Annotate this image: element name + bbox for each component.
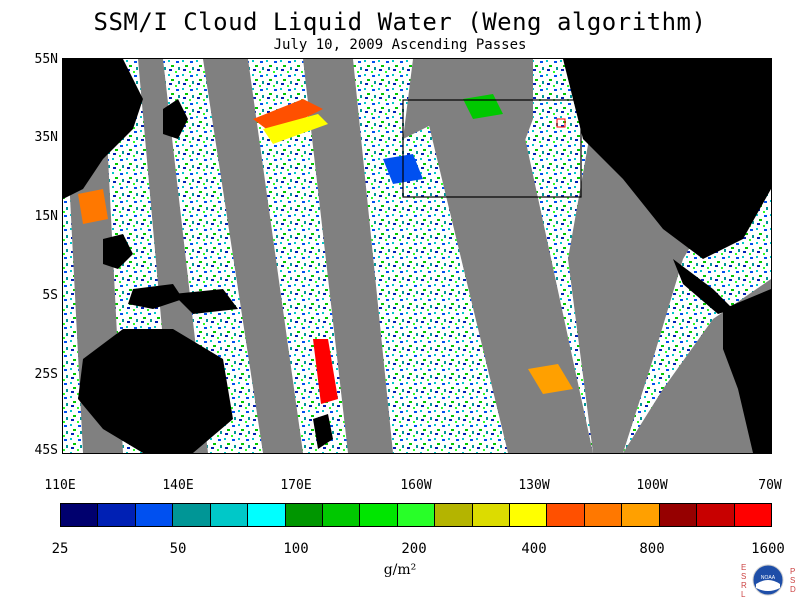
- colorbar-swatch-5: [248, 504, 286, 526]
- lat-label-45s: 45S: [34, 443, 58, 458]
- map-title: SSM/I Cloud Liquid Water (Weng algorithm…: [93, 8, 707, 36]
- lat-label-35n: 35N: [34, 130, 58, 145]
- lon-label-100w: 100W: [636, 478, 668, 493]
- svg-text:L: L: [741, 590, 746, 599]
- colorbar-tick-50: 50: [169, 541, 187, 557]
- colorbar-swatch-1: [98, 504, 136, 526]
- lon-label-130w: 130W: [518, 478, 550, 493]
- colorbar: [60, 503, 772, 527]
- svg-text:S: S: [790, 576, 795, 585]
- colorbar-tick-1600: 1600: [751, 541, 785, 557]
- map-subtitle: July 10, 2009 Ascending Passes: [273, 37, 527, 53]
- colorbar-swatch-2: [135, 504, 174, 526]
- colorbar-swatch-6: [285, 504, 323, 526]
- colorbar-tick-400: 400: [521, 541, 547, 557]
- land-masses: [63, 59, 771, 453]
- colorbar-swatch-16: [659, 504, 698, 526]
- colorbar-swatch-9: [397, 504, 436, 526]
- svg-text:P: P: [790, 567, 795, 576]
- colorbar-swatch-3: [173, 504, 211, 526]
- colorbar-swatch-15: [622, 504, 660, 526]
- units-label: g/m²: [383, 562, 417, 578]
- region-box: [402, 99, 582, 198]
- lon-label-70w: 70W: [758, 478, 782, 493]
- colorbar-swatch-8: [360, 504, 398, 526]
- svg-text:R: R: [741, 581, 747, 590]
- svg-text:D: D: [790, 585, 796, 594]
- colorbar-tick-100: 100: [283, 541, 309, 557]
- lat-label-25s: 25S: [34, 367, 58, 382]
- lon-label-110e: 110E: [44, 478, 76, 493]
- svg-text:E: E: [741, 563, 746, 572]
- colorbar-swatch-4: [210, 504, 249, 526]
- lon-label-170e: 170E: [280, 478, 312, 493]
- noaa-esrl-logo: E S R L NOAA P S D: [738, 558, 798, 600]
- map-panel: [62, 58, 772, 454]
- lon-label-140e: 140E: [162, 478, 194, 493]
- colorbar-swatch-14: [584, 504, 623, 526]
- colorbar-swatch-13: [547, 504, 585, 526]
- lon-label-160w: 160W: [400, 478, 432, 493]
- colorbar-swatch-0: [61, 504, 99, 526]
- colorbar-tick-25: 25: [51, 541, 69, 557]
- colorbar-swatch-12: [510, 504, 548, 526]
- map-canvas: [63, 59, 771, 453]
- svg-text:S: S: [741, 572, 746, 581]
- colorbar-swatch-7: [322, 504, 361, 526]
- colorbar-swatch-11: [472, 504, 511, 526]
- colorbar-swatch-18: [734, 504, 772, 526]
- colorbar-swatch-17: [697, 504, 735, 526]
- logo-center-text: NOAA: [761, 575, 776, 581]
- colorbar-swatch-10: [435, 504, 473, 526]
- lat-label-55n: 55N: [34, 52, 58, 67]
- site-marker: [556, 118, 566, 128]
- lat-label-5s: 5S: [42, 288, 58, 303]
- colorbar-tick-800: 800: [639, 541, 665, 557]
- heavy-cloud-bands: [78, 94, 573, 404]
- colorbar-tick-200: 200: [401, 541, 427, 557]
- lat-label-15n: 15N: [34, 209, 58, 224]
